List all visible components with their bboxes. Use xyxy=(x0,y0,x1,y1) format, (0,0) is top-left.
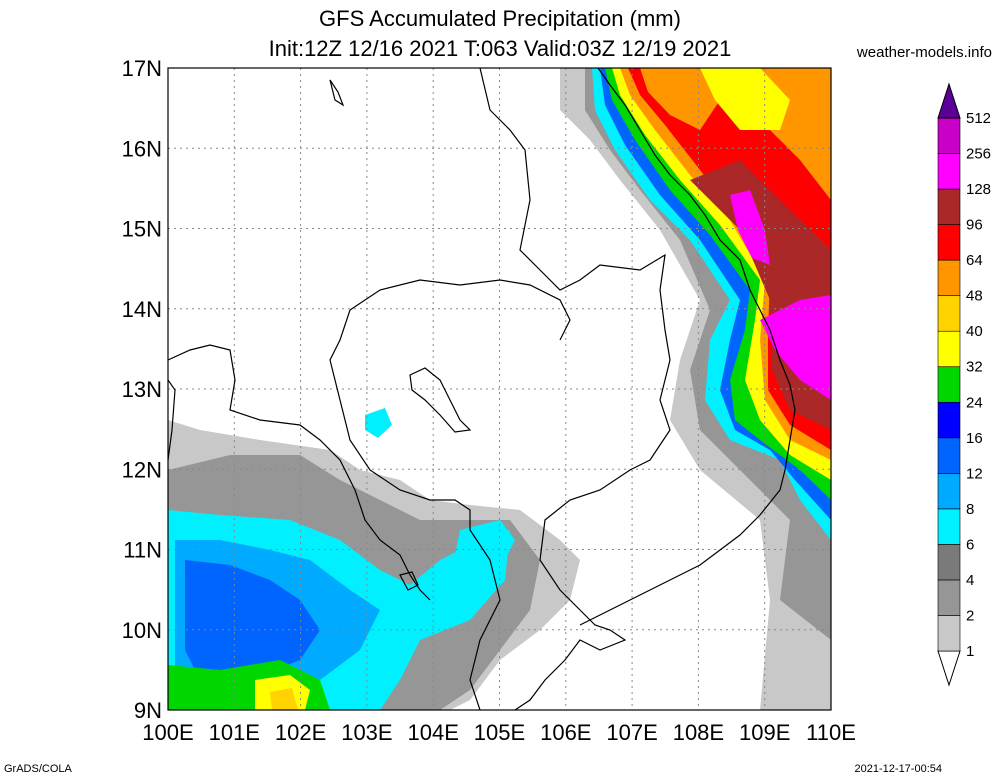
legend-color-swatch xyxy=(937,437,961,474)
legend-value-label: 2 xyxy=(966,607,974,624)
precip-area-magenta-small xyxy=(730,190,770,265)
legend-color-swatch xyxy=(937,259,961,296)
legend-over-triangle xyxy=(937,82,961,119)
precip-area-blue-sw xyxy=(185,560,320,680)
longitude-tick-label: 108E xyxy=(673,720,724,745)
legend-color-swatch xyxy=(937,366,961,403)
legend-value-label: 32 xyxy=(966,359,983,376)
longitude-tick-label: 100E xyxy=(142,720,193,745)
longitude-tick-label: 104E xyxy=(408,720,459,745)
longitude-tick-label: 107E xyxy=(606,720,657,745)
latitude-labels: 17N 16N 15N 14N 13N 12N 11N 10N 9N xyxy=(122,56,162,723)
legend-color-swatch xyxy=(937,224,961,261)
legend-color-swatch xyxy=(937,401,961,439)
latitude-tick-label: 12N xyxy=(122,457,162,482)
precip-area-magenta-east xyxy=(760,295,831,400)
legend-value-label: 6 xyxy=(966,536,974,553)
map-frame xyxy=(167,67,832,711)
source-label: weather-models.info xyxy=(856,44,992,61)
longitude-tick-label: 109E xyxy=(739,720,790,745)
longitude-tick-label: 102E xyxy=(275,720,326,745)
legend-color-swatch xyxy=(937,473,961,510)
legend-value-label: 64 xyxy=(966,252,983,269)
border-laos-cambodia xyxy=(479,68,671,611)
precip-area-yellow-north xyxy=(700,68,790,130)
legend-value-label: 128 xyxy=(966,181,991,198)
coastline-west xyxy=(168,379,176,461)
legend-value-label: 12 xyxy=(966,465,983,482)
legend-value-label: 256 xyxy=(966,146,991,163)
mekong-delta-coast xyxy=(514,609,627,710)
border-thailand-cambodia xyxy=(329,309,501,710)
legend-color-swatch xyxy=(937,508,961,545)
latitude-tick-label: 15N xyxy=(122,217,162,242)
legend-color-swatch xyxy=(937,188,961,225)
longitude-tick-label: 106E xyxy=(540,720,591,745)
legend-value-label: 96 xyxy=(966,217,983,234)
country-borders xyxy=(168,68,796,710)
map-subtitle: Init:12Z 12/16 2021 T:063 Valid:03Z 12/1… xyxy=(268,36,732,61)
latitude-tick-label: 16N xyxy=(122,136,162,161)
legend-color-swatch xyxy=(937,117,961,154)
precip-area-orange-sw xyxy=(270,688,298,710)
longitude-tick-label: 101E xyxy=(209,720,260,745)
latitude-tick-label: 14N xyxy=(122,297,162,322)
latitude-tick-label: 10N xyxy=(122,618,162,643)
longitude-tick-label: 103E xyxy=(341,720,392,745)
longitude-tick-label: 110E xyxy=(806,720,856,745)
legend-value-label: 40 xyxy=(966,323,983,340)
generated-timestamp: 2021-12-17-00:54 xyxy=(854,763,942,775)
legend-value-label: 512 xyxy=(966,110,991,127)
longitude-tick-label: 105E xyxy=(474,720,525,745)
latitude-tick-label: 11N xyxy=(123,538,162,563)
legend-color-swatch xyxy=(937,330,961,368)
precip-area-cyan-small xyxy=(365,408,392,438)
software-credit: GrADS/COLA xyxy=(4,763,72,775)
legend-value-label: 8 xyxy=(966,501,974,518)
tonle-sap-lake xyxy=(409,367,472,433)
coastline-vietnam xyxy=(579,68,796,626)
latitude-tick-label: 13N xyxy=(122,377,162,402)
legend-value-label: 16 xyxy=(966,430,983,447)
precip-area-orange-north xyxy=(640,68,720,130)
coastline-north-fragment xyxy=(329,79,345,107)
legend-color-swatch xyxy=(937,544,961,581)
legend-value-label: 48 xyxy=(966,288,983,305)
latitude-tick-label: 17N xyxy=(122,56,162,81)
latitude-tick-label: 9N xyxy=(134,698,162,723)
coastline-gulf-thailand xyxy=(168,344,431,601)
legend-value-label: 1 xyxy=(966,643,974,660)
map-title: GFS Accumulated Precipitation (mm) xyxy=(319,6,681,31)
longitude-labels: 100E 101E 102E 103E 104E 105E 106E 107E 108E 109E… xyxy=(142,720,856,745)
legend-value-label: 4 xyxy=(966,572,974,589)
border-laos-thailand xyxy=(349,279,571,341)
legend-under-triangle xyxy=(937,650,961,687)
legend-color-swatch xyxy=(937,153,961,190)
phu-quoc-island xyxy=(399,571,419,591)
legend-color-swatch xyxy=(937,579,961,616)
legend-color-swatch xyxy=(937,295,961,332)
legend-color-swatch xyxy=(937,615,961,652)
legend-value-label: 24 xyxy=(966,394,983,411)
